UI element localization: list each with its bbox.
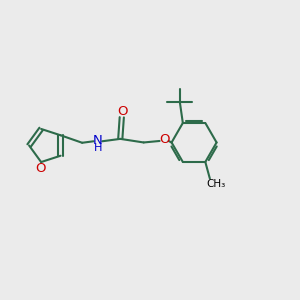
Text: CH₃: CH₃ xyxy=(207,179,226,189)
Text: O: O xyxy=(35,162,46,175)
Text: N: N xyxy=(93,134,103,147)
Text: O: O xyxy=(117,105,127,118)
Text: O: O xyxy=(159,133,169,146)
Text: H: H xyxy=(94,143,102,153)
